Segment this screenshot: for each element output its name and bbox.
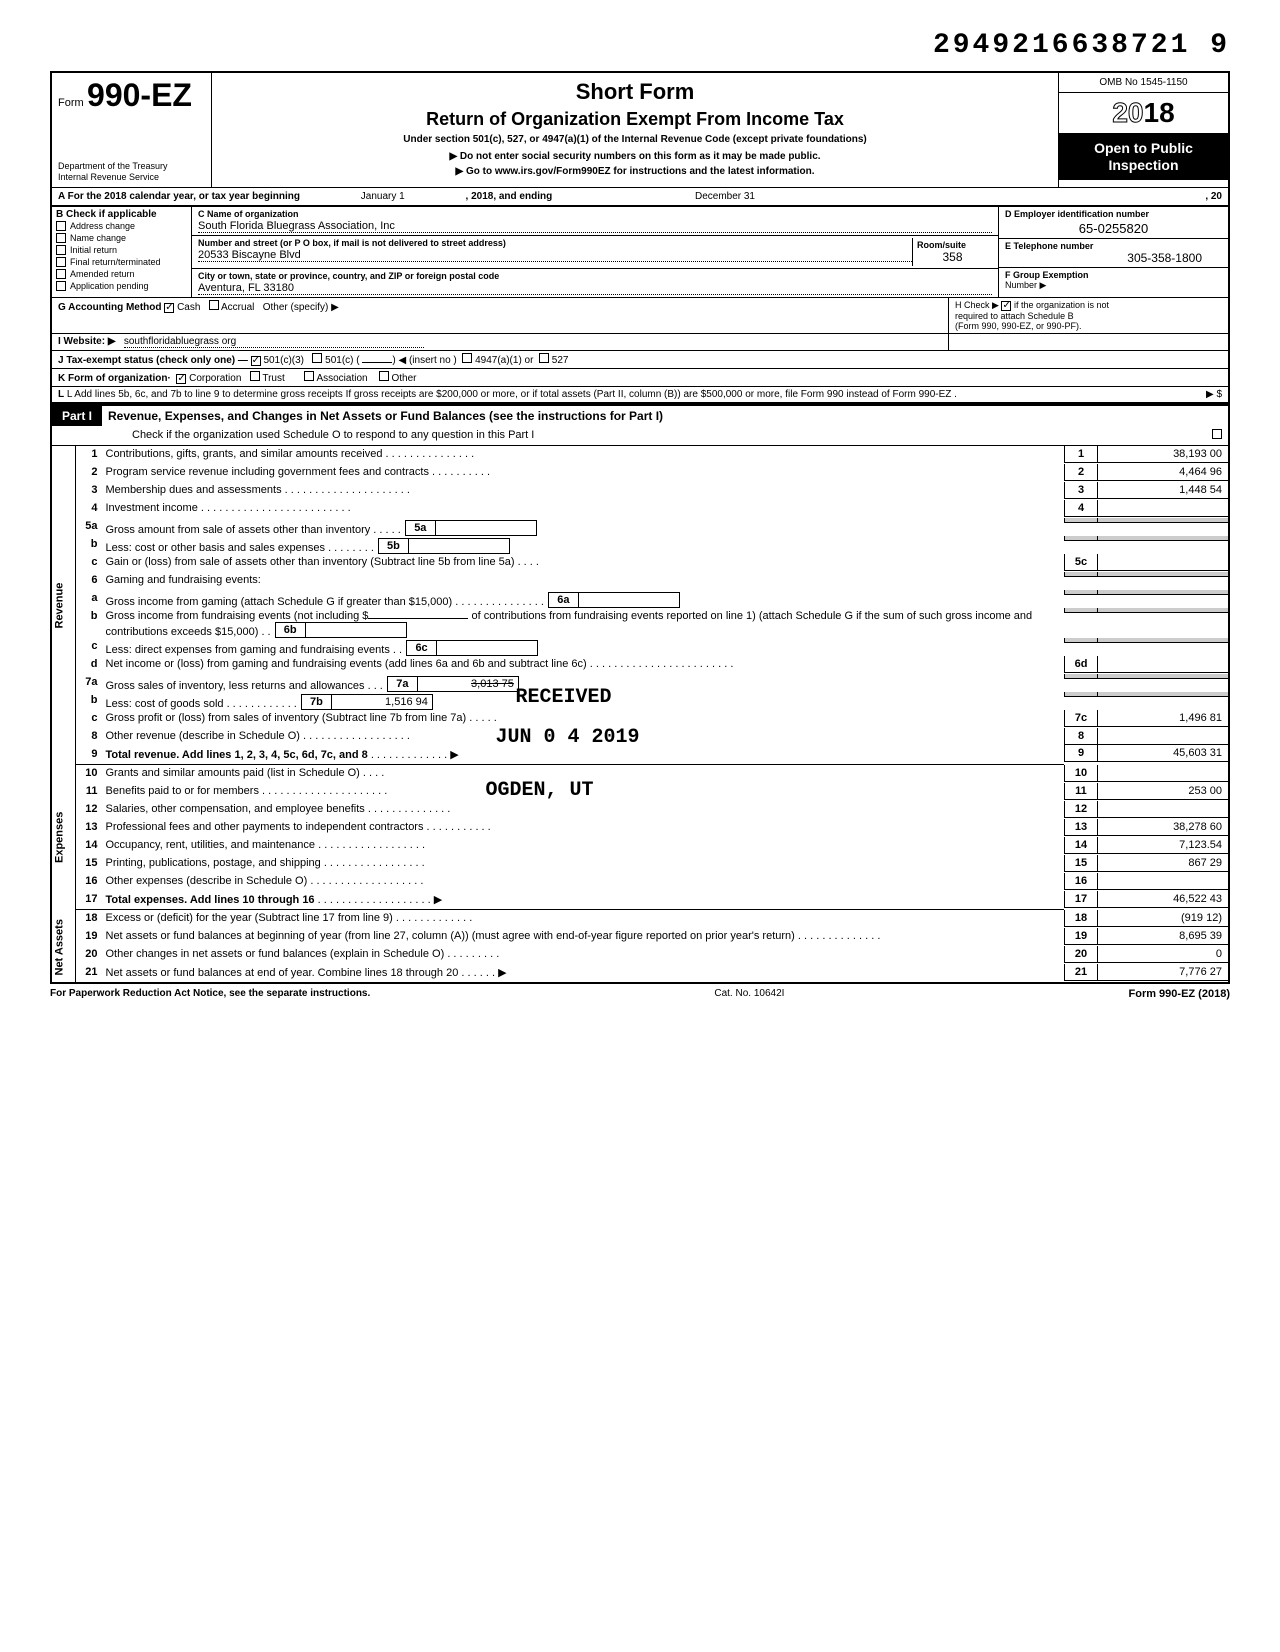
form-prefix: Form [58, 97, 84, 109]
check-501c3[interactable] [251, 356, 261, 366]
check-501c[interactable] [312, 353, 322, 363]
check-association[interactable] [304, 371, 314, 381]
form-container: 2949216638721 9 Form 990-EZ Department o… [50, 30, 1230, 1000]
row-h-schedule-b: H Check ▶ if the organization is not req… [948, 298, 1228, 333]
row-i-website: I Website: ▶ southfloridabluegrass org [50, 333, 1230, 350]
col-c-org-info: C Name of organization South Florida Blu… [192, 207, 998, 297]
check-accrual[interactable] [209, 300, 219, 310]
side-label-net-assets: Net Assets [51, 910, 75, 984]
line-15-value: 867 29 [1098, 855, 1228, 872]
room-suite: Room/suite 358 [912, 238, 992, 266]
check-cash[interactable] [164, 303, 174, 313]
check-final-return[interactable]: Final return/terminated [56, 256, 187, 268]
page-footer: For Paperwork Reduction Act Notice, see … [50, 984, 1230, 1000]
check-name-change[interactable]: Name change [56, 232, 187, 244]
row-g-accounting: G Accounting Method Cash Accrual Other (… [50, 297, 1230, 333]
dept-treasury: Department of the Treasury Internal Reve… [58, 161, 205, 183]
form-under-text: Under section 501(c), 527, or 4947(a)(1)… [222, 134, 1048, 145]
line-19-value: 8,695 39 [1098, 928, 1228, 945]
line-20-value: 0 [1098, 946, 1228, 963]
form-header-right: OMB No 1545-1150 2018 Open to Public Ins… [1058, 73, 1228, 187]
open-to-public: Open to Public Inspection [1059, 134, 1228, 180]
side-label-revenue: Revenue [51, 446, 75, 765]
org-name: South Florida Bluegrass Association, Inc [198, 220, 992, 233]
line-5c-value [1098, 554, 1228, 571]
org-street: 20533 Biscayne Blvd [198, 249, 912, 262]
line-3-value: 1,448 54 [1098, 482, 1228, 499]
document-id-number: 2949216638721 9 [50, 30, 1230, 61]
row-k-form-org: K Form of organization· Corporation Trus… [50, 368, 1230, 386]
col-de: D Employer identification number 65-0255… [998, 207, 1228, 297]
part-1-table: Revenue 1Contributions, gifts, grants, a… [50, 446, 1230, 984]
check-schedule-o[interactable] [1212, 429, 1222, 439]
form-header-center: Short Form Return of Organization Exempt… [212, 73, 1058, 187]
omb-number: OMB No 1545-1150 [1059, 73, 1228, 93]
line-18-value: (919 12) [1098, 910, 1228, 927]
row-a-calendar-year: A For the 2018 calendar year, or tax yea… [50, 187, 1230, 207]
check-application-pending[interactable]: Application pending [56, 280, 187, 292]
check-527[interactable] [539, 353, 549, 363]
line-9-value: 45,603 31 [1098, 745, 1228, 762]
form-title: Short Form [222, 79, 1048, 105]
form-number: 990-EZ [87, 77, 192, 113]
form-warning-1: ▶ Do not enter social security numbers o… [222, 151, 1048, 162]
check-4947[interactable] [462, 353, 472, 363]
row-l-gross-receipts: L L Add lines 5b, 6c, and 7b to line 9 t… [50, 386, 1230, 404]
side-label-expenses: Expenses [51, 765, 75, 910]
line-16-value [1098, 873, 1228, 890]
check-address-change[interactable]: Address change [56, 220, 187, 232]
form-subtitle: Return of Organization Exempt From Incom… [222, 109, 1048, 130]
line-14-value: 7,123.54 [1098, 837, 1228, 854]
line-1-value: 38,193 00 [1098, 446, 1228, 463]
line-8-value [1098, 728, 1228, 745]
part-1-title: Revenue, Expenses, and Changes in Net As… [102, 406, 1228, 426]
org-city: Aventura, FL 33180 [198, 282, 992, 295]
check-other[interactable] [379, 371, 389, 381]
form-header-left: Form 990-EZ Department of the Treasury I… [52, 73, 212, 187]
tax-year: 2018 [1059, 93, 1228, 134]
col-f-group-exemption: F Group Exemption Number ▶ [999, 268, 1228, 297]
part-1-label: Part I [52, 406, 102, 426]
col-b-check-applicable: B Check if applicable Address change Nam… [52, 207, 192, 297]
line-6d-value [1098, 656, 1228, 673]
col-d-ein: D Employer identification number 65-0255… [999, 207, 1228, 239]
check-trust[interactable] [250, 371, 260, 381]
line-12-value [1098, 801, 1228, 818]
form-header: Form 990-EZ Department of the Treasury I… [50, 71, 1230, 187]
line-7c-value: 1,496 81 [1098, 710, 1228, 727]
line-21-value: 7,776 27 [1098, 964, 1228, 981]
row-j-tax-exempt: J Tax-exempt status (check only one) — 5… [50, 350, 1230, 368]
line-10-value [1098, 765, 1228, 782]
check-amended-return[interactable]: Amended return [56, 268, 187, 280]
check-corporation[interactable] [176, 374, 186, 384]
section-bcdef: B Check if applicable Address change Nam… [50, 207, 1230, 297]
line-13-value: 38,278 60 [1098, 819, 1228, 836]
line-17-value: 46,522 43 [1098, 891, 1228, 908]
check-initial-return[interactable]: Initial return [56, 244, 187, 256]
line-11-value: 253 00 [1098, 783, 1228, 800]
col-e-phone: E Telephone number 305-358-1800 [999, 239, 1228, 268]
check-schedule-b[interactable] [1001, 301, 1011, 311]
form-warning-2: ▶ Go to www.irs.gov/Form990EZ for instru… [222, 166, 1048, 177]
line-4-value [1098, 500, 1228, 517]
line-2-value: 4,464 96 [1098, 464, 1228, 481]
